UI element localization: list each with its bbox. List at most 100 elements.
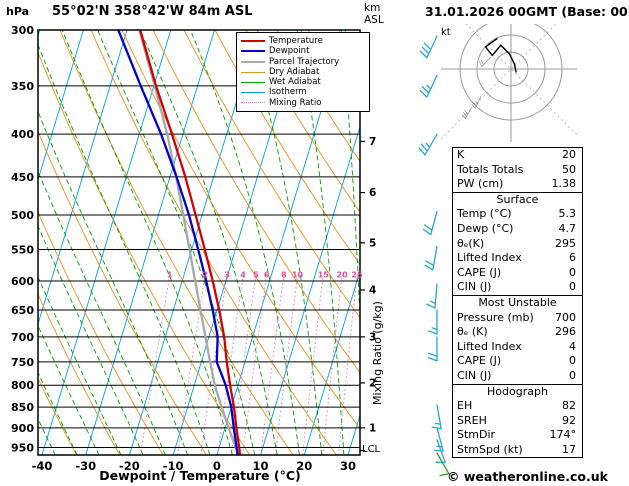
- svg-text:800: 800: [11, 379, 34, 392]
- legend-item-label: Dry Adiabat: [269, 66, 320, 77]
- legend-item-label: Parcel Trajectory: [269, 56, 340, 67]
- legend: Temperature Dewpoint Parcel Trajectory Dry …: [236, 32, 370, 113]
- table-row-value: 0: [569, 265, 576, 279]
- table-section-header: Surface: [496, 192, 539, 206]
- table-row-value: 0: [569, 368, 576, 382]
- altitude-axis-unit-asl: ASL: [364, 14, 384, 26]
- svg-text:-20: -20: [119, 459, 140, 473]
- table-row-value: 4: [569, 339, 576, 353]
- table-row-label: StmDir: [457, 428, 496, 442]
- svg-text:10: 10: [292, 270, 304, 279]
- table-row-value: 20: [562, 148, 576, 161]
- table-row-label: CAPE (J): [457, 265, 502, 279]
- svg-text:500: 500: [11, 209, 34, 222]
- table-row-label: Pressure (mb): [457, 310, 534, 324]
- indices-table: K 20 Totals Totals 50 PW (cm) 1.38 Surface Temp…: [452, 147, 583, 459]
- table-row-label: StmSpd (kt): [457, 442, 523, 456]
- table-row: Pressure (mb) 700: [453, 311, 582, 326]
- svg-text:950: 950: [11, 441, 34, 454]
- mixing-ratio-value-labels: 1 2 3 4 5 6 8 10 15 20 25: [167, 270, 363, 279]
- table-row-label: θₑ(K): [457, 236, 485, 250]
- table-row-label: SREH: [457, 413, 487, 427]
- temperature-curve: [139, 30, 242, 455]
- table-row: Temp (°C) 5.3: [453, 207, 582, 222]
- table-row-value: 82: [562, 399, 576, 413]
- table-row: CIN (J) 0: [453, 369, 582, 384]
- km-axis: 1 2 3 4 5 6 7: [360, 136, 376, 452]
- svg-text:-40: -40: [32, 459, 53, 473]
- svg-text:4: 4: [369, 284, 376, 296]
- svg-text:2: 2: [202, 270, 208, 279]
- table-row: StmSpd (kt) 17: [453, 443, 582, 458]
- table-row-value: 0: [569, 280, 576, 294]
- legend-item: Dry Adiabat: [241, 67, 365, 77]
- svg-text:750: 750: [11, 356, 34, 369]
- table-row-label: PW (cm): [457, 177, 504, 191]
- svg-text:8: 8: [281, 270, 287, 279]
- table-row-label: CIN (J): [457, 280, 492, 294]
- legend-line-sample: [241, 50, 265, 53]
- legend-item-label: Temperature: [269, 36, 323, 46]
- table-row-value: 92: [562, 413, 576, 427]
- table-row-value: 174°: [549, 428, 577, 442]
- station-title: 55°02'N 358°42'W 84m ASL: [52, 4, 253, 19]
- legend-item: Wet Adiabat: [241, 77, 365, 87]
- table-row-label: Lifted Index: [457, 339, 522, 353]
- legend-line-sample: [241, 92, 265, 94]
- svg-text:1: 1: [369, 422, 376, 434]
- table-section: Hodograph EH 82 SREH 92 StmDir 174° StmSpd (kt)…: [452, 384, 583, 459]
- svg-text:6: 6: [369, 187, 376, 199]
- svg-text:550: 550: [11, 244, 34, 257]
- svg-text:5: 5: [369, 237, 376, 249]
- legend-item: Isotherm: [241, 87, 365, 97]
- dewpoint-curve: [117, 30, 239, 455]
- svg-text:7: 7: [369, 136, 376, 148]
- svg-text:600: 600: [11, 275, 34, 288]
- legend-line-sample: [241, 40, 265, 43]
- svg-text:3: 3: [369, 331, 376, 343]
- table-row: θₑ(K) 295: [453, 237, 582, 252]
- table-row: Totals Totals 50: [453, 163, 582, 178]
- altitude-axis-unit-km: km: [364, 2, 381, 14]
- copyright: © weatheronline.co.uk: [447, 469, 608, 484]
- hodo-trace: [484, 37, 517, 73]
- legend-line-sample: [241, 60, 265, 63]
- parcel-trajectory-curve: [138, 30, 242, 455]
- table-row: EH 82: [453, 399, 582, 414]
- table-row: K 20: [453, 148, 582, 163]
- svg-text:5: 5: [253, 270, 259, 279]
- table-row: Dewp (°C) 4.7: [453, 222, 582, 237]
- hodo-ring: [459, 24, 563, 121]
- table-row: CIN (J) 0: [453, 280, 582, 295]
- svg-text:3: 3: [224, 270, 230, 279]
- legend-item: Temperature: [241, 36, 365, 46]
- table-section-header: Most Unstable: [478, 295, 557, 309]
- table-row-label: EH: [457, 399, 473, 413]
- legend-line-sample: [241, 102, 265, 104]
- svg-text:450: 450: [11, 171, 34, 184]
- hodo-ring: [476, 34, 546, 104]
- legend-item: Parcel Trajectory: [241, 57, 365, 67]
- table-row-label: CAPE (J): [457, 354, 502, 368]
- svg-text:30: 30: [340, 459, 356, 473]
- table-row-label: K: [457, 148, 465, 161]
- pressure-tick-labels: 300 350 400 450 500 550 600 650 700 750 800 850 900 9…: [11, 24, 34, 454]
- svg-text:20: 20: [337, 270, 349, 279]
- legend-item: Dewpoint: [241, 46, 365, 56]
- svg-text:350: 350: [11, 80, 34, 93]
- table-row: PW (cm) 1.38: [453, 177, 582, 192]
- pressure-gridlines: [38, 30, 360, 448]
- legend-line-sample: [241, 71, 265, 73]
- svg-text:900: 900: [11, 422, 34, 435]
- table-section: Most Unstable Pressure (mb) 700 θₑ (K) 296 Li…: [452, 295, 583, 385]
- svg-text:700: 700: [11, 331, 34, 344]
- table-row-value: 4.7: [558, 221, 577, 235]
- svg-text:2: 2: [369, 377, 376, 389]
- legend-item-label: Isotherm: [269, 87, 307, 98]
- table-row-value: 700: [555, 310, 576, 324]
- isotherms: [38, 30, 360, 455]
- table-row-label: Lifted Index: [457, 251, 522, 265]
- table-row-label: Dewp (°C): [457, 221, 514, 235]
- svg-text:4: 4: [240, 270, 246, 279]
- svg-text:15: 15: [318, 270, 330, 279]
